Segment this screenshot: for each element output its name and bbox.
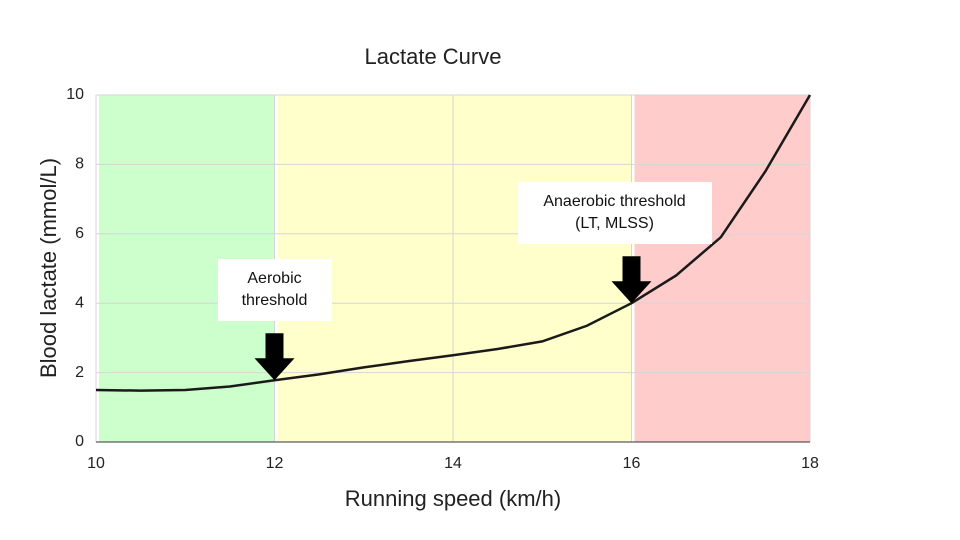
- annotation: Aerobic threshold: [217, 259, 332, 322]
- y-tick-label: 10: [66, 86, 84, 103]
- x-tick-label: 18: [801, 455, 819, 472]
- x-axis-label: Running speed (km/h): [345, 486, 561, 511]
- y-tick-label: 8: [75, 156, 84, 173]
- y-axis-label: Blood lactate (mmol/L): [36, 158, 61, 378]
- line-series: [95, 94, 812, 392]
- y-tick-label: 4: [75, 294, 84, 311]
- y-tick-label: 6: [75, 225, 84, 242]
- y-tick-label: 0: [75, 433, 84, 450]
- chart-title: Lactate Curve: [365, 44, 502, 69]
- x-tick-label: 16: [623, 455, 641, 472]
- annotation-arrow: [254, 333, 295, 381]
- zone: [634, 95, 810, 442]
- x-tick-label: 14: [444, 455, 462, 472]
- y-tick-label: 2: [75, 364, 84, 381]
- annotation-text: Aerobic threshold: [241, 270, 308, 310]
- annotation-arrow: [611, 256, 652, 304]
- zone: [277, 95, 632, 442]
- annotation-text: Anaerobic threshold (LT, MLSS): [543, 193, 686, 233]
- x-tick-label: 12: [266, 455, 284, 472]
- annotation: Anaerobic threshold (LT, MLSS): [517, 182, 712, 245]
- x-tick-label: 10: [87, 455, 105, 472]
